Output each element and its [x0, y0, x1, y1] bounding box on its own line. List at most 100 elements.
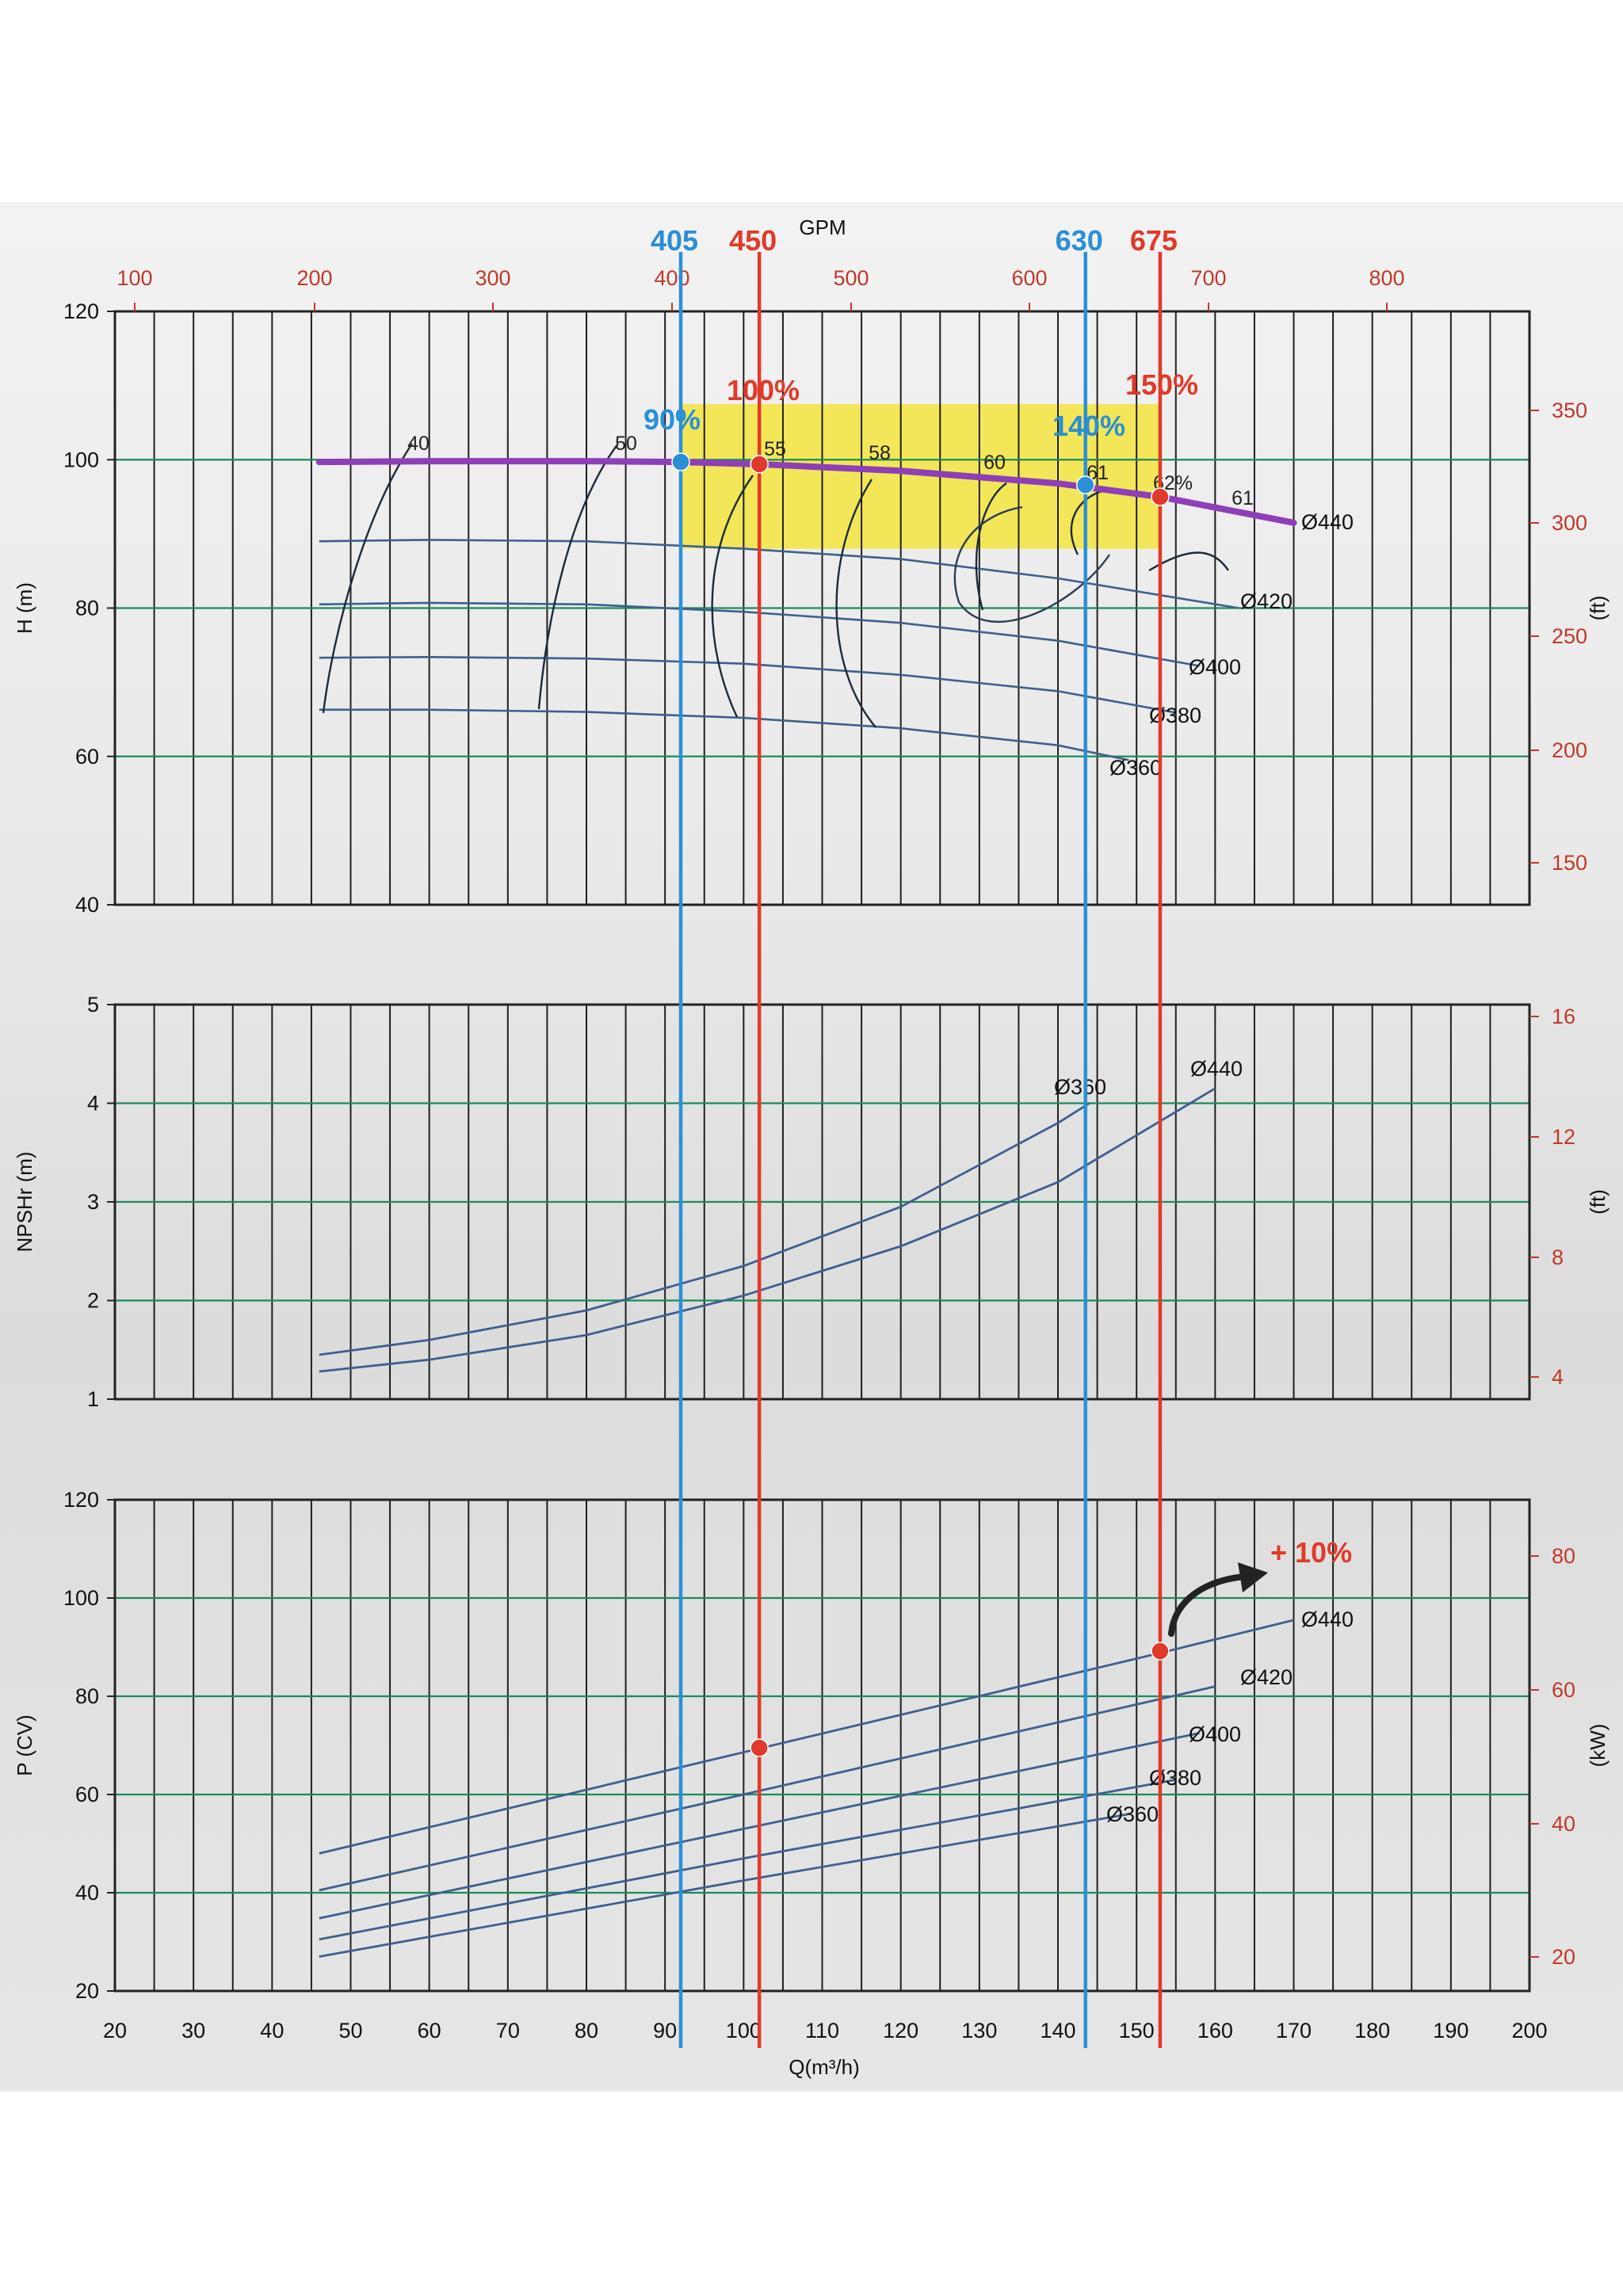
npsh-rtick-4: 4: [1552, 1365, 1564, 1389]
npsh-curve-Ø440: [319, 1087, 1216, 1373]
xtick-50: 50: [338, 2019, 362, 2042]
head-curve-label-Ø360: Ø360: [1109, 756, 1162, 780]
power-curve-label-Ø400: Ø400: [1189, 1722, 1241, 1746]
xtick-60: 60: [418, 2019, 441, 2042]
head-ytick-60: 60: [75, 745, 99, 769]
xtick-160: 160: [1197, 2019, 1233, 2042]
head-ytick-120: 120: [63, 299, 99, 323]
xtick-40: 40: [260, 2019, 284, 2042]
power-rtick-60: 60: [1552, 1678, 1575, 1702]
efficiency-label-7: 61: [1232, 487, 1254, 509]
marker-label-675: 675: [1130, 224, 1178, 257]
power-curve-Ø380: [319, 1779, 1177, 1941]
npsh-rtick-16: 16: [1552, 1005, 1575, 1028]
npsh-ytick-5: 5: [87, 993, 99, 1016]
power-rtick-40: 40: [1552, 1812, 1575, 1836]
npsh-ytick-2: 2: [87, 1289, 99, 1313]
plus-ten-arrow-shaft: [1168, 1573, 1247, 1637]
npsh-right-label: (ft): [1586, 1189, 1610, 1215]
xtick-20: 20: [103, 2019, 127, 2042]
efficiency-loop: [953, 505, 1110, 624]
power-ytick-100: 100: [63, 1586, 99, 1610]
head-point-label-100%: 100%: [727, 374, 800, 406]
power-rtick-20: 20: [1552, 1945, 1575, 1969]
npsh-ylabel: NPSHr (m): [13, 1151, 36, 1252]
head-ytick-80: 80: [75, 597, 99, 620]
head-point-label-90%: 90%: [643, 403, 701, 436]
power-curve-Ø420: [319, 1685, 1216, 1892]
head-curve-label-operating: Ø440: [1301, 510, 1354, 534]
power-ytick-60: 60: [75, 1783, 99, 1806]
npsh-curve-label-Ø360: Ø360: [1054, 1075, 1106, 1099]
power-rtick-80: 80: [1552, 1544, 1575, 1568]
head-point-label-150%: 150%: [1125, 368, 1198, 401]
efficiency-isoline-0: [322, 443, 413, 714]
efficiency-label-3: 58: [869, 442, 891, 464]
head-ytick-40: 40: [75, 893, 99, 917]
npsh-rtick-8: 8: [1552, 1245, 1564, 1269]
power-frame: [113, 1498, 1531, 1993]
head-curve-label-Ø380: Ø380: [1149, 704, 1201, 727]
power-ylabel: P (CV): [13, 1714, 36, 1776]
power-point-1: [1151, 1642, 1170, 1661]
power-ytick-80: 80: [75, 1684, 99, 1708]
power-curve-label-Ø380: Ø380: [1149, 1766, 1201, 1790]
efficiency-isoline-1: [537, 443, 619, 710]
head-point-label-140%: 140%: [1052, 410, 1125, 442]
head-curve-label-Ø400: Ø400: [1189, 655, 1241, 679]
efficiency-isoline-3: [835, 479, 876, 728]
power-curve-Ø440: [319, 1619, 1294, 1855]
xtick-130: 130: [961, 2019, 997, 2042]
efficiency-isoline-4: [975, 482, 1007, 611]
efficiency-label-0: 40: [407, 433, 430, 455]
efficiency-label-4: 60: [983, 452, 1006, 474]
efficiency-label-1: 50: [615, 433, 637, 455]
power-curve-label-Ø420: Ø420: [1240, 1665, 1293, 1689]
gpm-tick-200: 200: [296, 266, 332, 290]
power-curve-label-Ø360: Ø360: [1106, 1802, 1159, 1826]
gpm-tick-600: 600: [1011, 266, 1047, 290]
gpm-tick-100: 100: [116, 266, 152, 290]
gpm-tick-800: 800: [1369, 266, 1404, 290]
gpm-tick-500: 500: [833, 266, 869, 290]
xtick-100: 100: [726, 2019, 762, 2042]
efficiency-isoline-2: [711, 475, 754, 718]
head-rtick-150: 150: [1552, 851, 1587, 875]
xtick-90: 90: [653, 2019, 677, 2042]
head-ylabel: H (m): [13, 582, 36, 634]
efficiency-isoline-5: [1070, 490, 1102, 555]
head-point-100%: [750, 455, 769, 474]
npsh-rtick-12: 12: [1552, 1125, 1575, 1149]
power-ytick-120: 120: [63, 1488, 99, 1512]
plus-ten-arrow-head: [1238, 1562, 1268, 1592]
head-ytick-100: 100: [63, 448, 99, 471]
gpm-tick-400: 400: [654, 266, 689, 290]
head-rtick-200: 200: [1552, 738, 1587, 762]
marker-label-630: 630: [1056, 224, 1103, 257]
xtick-200: 200: [1511, 2019, 1547, 2042]
npsh-ytick-3: 3: [87, 1190, 99, 1214]
x-axis-label: Q(m³/h): [789, 2055, 860, 2079]
efficiency-label-2: 55: [764, 438, 786, 460]
head-point-140%: [1075, 475, 1095, 494]
head-rtick-250: 250: [1552, 624, 1587, 648]
power-curve-Ø400: [319, 1732, 1200, 1920]
xtick-170: 170: [1276, 2019, 1312, 2042]
xtick-110: 110: [805, 2019, 839, 2042]
head-right-label: (ft): [1586, 596, 1610, 621]
npsh-curve-Ø360: [319, 1102, 1090, 1356]
npsh-ytick-1: 1: [87, 1387, 99, 1411]
gpm-tick-300: 300: [475, 266, 510, 290]
power-curve-label-Ø440: Ø440: [1301, 1608, 1354, 1631]
marker-label-450: 450: [729, 224, 777, 257]
head-point-150%: [1151, 487, 1170, 506]
npsh-curve-label-Ø440: Ø440: [1190, 1057, 1243, 1081]
xtick-140: 140: [1040, 2019, 1075, 2042]
xtick-80: 80: [575, 2019, 598, 2042]
head-curve-Ø420: [319, 539, 1239, 609]
power-right-label: (kW): [1586, 1724, 1610, 1768]
xtick-120: 120: [883, 2019, 918, 2042]
head-curve-Ø380: [319, 655, 1177, 714]
head-curve-label-Ø420: Ø420: [1240, 589, 1293, 613]
